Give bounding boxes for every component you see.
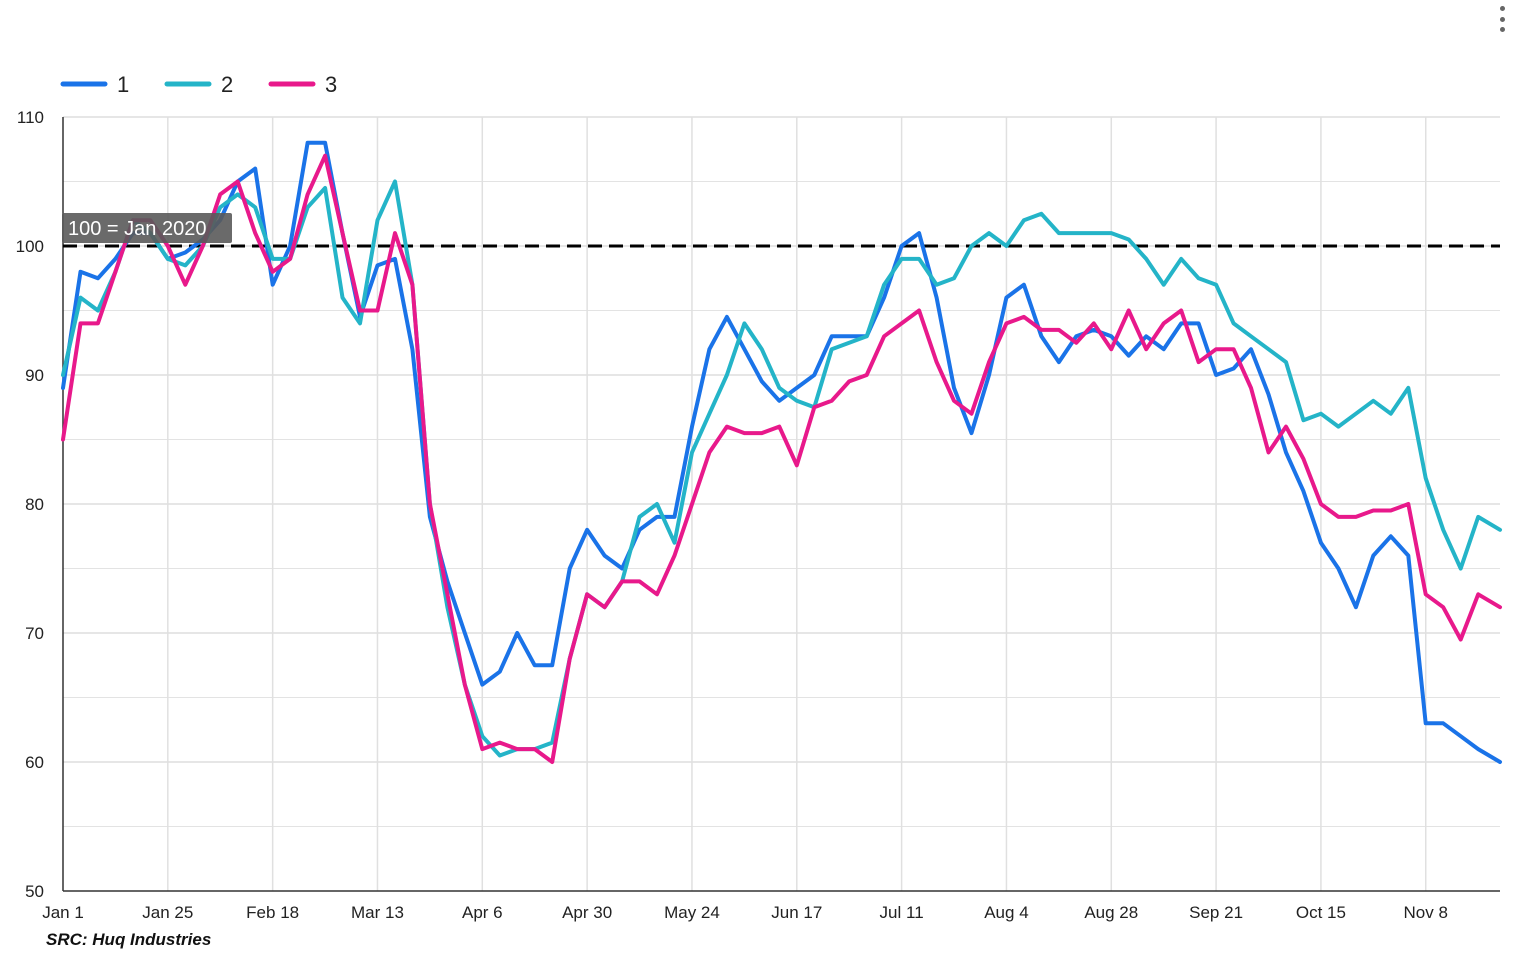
legend-label-1: 1: [117, 72, 129, 97]
y-tick-label: 100: [16, 237, 44, 256]
legend-label-2: 2: [221, 72, 233, 97]
reference-line-label: 100 = Jan 2020: [62, 213, 232, 243]
y-tick-label: 70: [25, 624, 44, 643]
x-tick-label: Aug 4: [984, 903, 1028, 922]
line-chart: Jan 1 Jan 25 Feb 18 Mar 13 Apr 6 Apr 30 May 24…: [16, 72, 1502, 922]
source-note: SRC: Huq Industries: [46, 930, 212, 949]
x-tick-label: Mar 13: [351, 903, 404, 922]
x-tick-label: Apr 30: [562, 903, 612, 922]
y-tick-label: 90: [25, 366, 44, 385]
x-tick-label: Feb 18: [246, 903, 299, 922]
series-line-3: [61, 153, 1502, 764]
y-tick-label: 80: [25, 495, 44, 514]
x-tick-label: Aug 28: [1084, 903, 1138, 922]
x-tick-label: May 24: [664, 903, 720, 922]
x-tick-label: Jan 1: [42, 903, 84, 922]
series-line-2: [61, 179, 1502, 758]
y-tick-label: 60: [25, 753, 44, 772]
y-tick-label: 110: [17, 108, 44, 127]
series-lines: [61, 140, 1502, 764]
x-tick-label: Jul 11: [880, 903, 924, 922]
x-tick-label: Apr 6: [462, 903, 503, 922]
x-tick-label: Nov 8: [1404, 903, 1448, 922]
legend-label-3: 3: [325, 72, 337, 97]
y-tick-label: 50: [25, 882, 44, 901]
more-vert-icon[interactable]: [1490, 6, 1514, 32]
reference-label-box: [62, 213, 232, 243]
x-tick-label: Oct 15: [1296, 903, 1346, 922]
x-tick-label: Jun 17: [771, 903, 822, 922]
series-line-1: [61, 140, 1502, 764]
x-tick-label: Jan 25: [142, 903, 193, 922]
legend: 1 2 3: [60, 72, 337, 97]
x-tick-label: Sep 21: [1189, 903, 1243, 922]
grid-lines: [63, 116, 1500, 892]
reference-label-text: 100 = Jan 2020: [68, 218, 206, 240]
axes: Jan 1 Jan 25 Feb 18 Mar 13 Apr 6 Apr 30 May 24…: [16, 108, 1500, 922]
